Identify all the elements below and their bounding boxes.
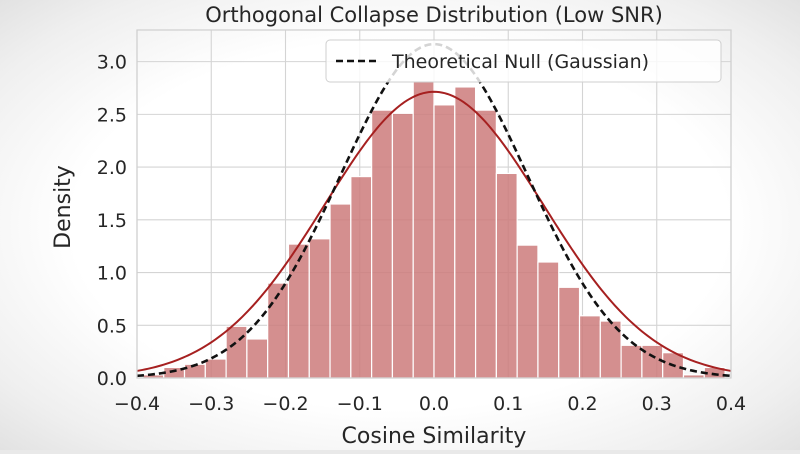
histogram-bar — [329, 203, 352, 379]
histogram-bar — [308, 238, 331, 379]
x-tick-label: −0.2 — [262, 393, 308, 415]
x-tick-label: −0.3 — [188, 393, 234, 415]
histogram-bar — [350, 175, 373, 379]
x-tick-label: −0.4 — [114, 393, 160, 415]
histogram-bar — [537, 261, 560, 379]
histogram-bar — [495, 172, 518, 379]
histogram-bar — [246, 338, 269, 379]
x-tick-label: 0.3 — [642, 393, 672, 415]
y-tick-label: 2.5 — [97, 104, 127, 126]
histogram-bar — [641, 344, 664, 379]
plot-frame — [136, 29, 732, 379]
histogram-bar — [474, 109, 497, 379]
histogram-bar — [433, 104, 456, 379]
legend-label-theoretical-null: Theoretical Null (Gaussian) — [391, 51, 649, 73]
y-tick-label: 1.5 — [97, 210, 127, 232]
x-tick-label: −0.1 — [337, 393, 383, 415]
histogram-bar — [391, 112, 414, 379]
chart-title: Orthogonal Collapse Distribution (Low SN… — [205, 3, 663, 27]
legend: Theoretical Null (Gaussian) — [325, 39, 722, 83]
histogram-bar — [558, 286, 581, 379]
x-tick-labels: −0.4 −0.3 −0.2 −0.1 0.0 0.1 0.2 0.3 0.4 — [114, 393, 746, 415]
histogram-bar — [620, 344, 643, 379]
histogram-bar — [225, 325, 248, 379]
histogram-bar — [371, 109, 394, 379]
histogram-bar — [578, 315, 601, 379]
histogram-bar — [267, 282, 290, 379]
histogram-bars — [142, 81, 726, 379]
x-tick-label: 0.0 — [419, 393, 449, 415]
histogram-bar — [412, 81, 435, 379]
y-tick-label: 2.0 — [97, 157, 127, 179]
histogram-bar — [204, 358, 227, 379]
y-tick-label: 1.0 — [97, 263, 127, 285]
histogram-bar — [516, 244, 539, 379]
legend-box — [325, 39, 722, 83]
y-tick-label: 0.5 — [97, 315, 127, 337]
x-axis-label: Cosine Similarity — [342, 424, 527, 449]
curves — [136, 42, 732, 378]
theoretical-null-curve — [136, 42, 732, 378]
y-axis-label: Density — [51, 165, 76, 249]
kde-curve — [136, 90, 732, 372]
y-tick-label: 0.0 — [97, 368, 127, 390]
x-tick-label: 0.4 — [716, 393, 746, 415]
histogram-bar — [454, 86, 477, 379]
histogram-bar — [287, 243, 310, 379]
y-tick-label: 3.0 — [97, 52, 127, 74]
x-tick-label: 0.1 — [493, 393, 523, 415]
x-tick-label: 0.2 — [567, 393, 597, 415]
y-tick-labels: 0.0 0.5 1.0 1.5 2.0 2.5 3.0 — [97, 52, 127, 390]
